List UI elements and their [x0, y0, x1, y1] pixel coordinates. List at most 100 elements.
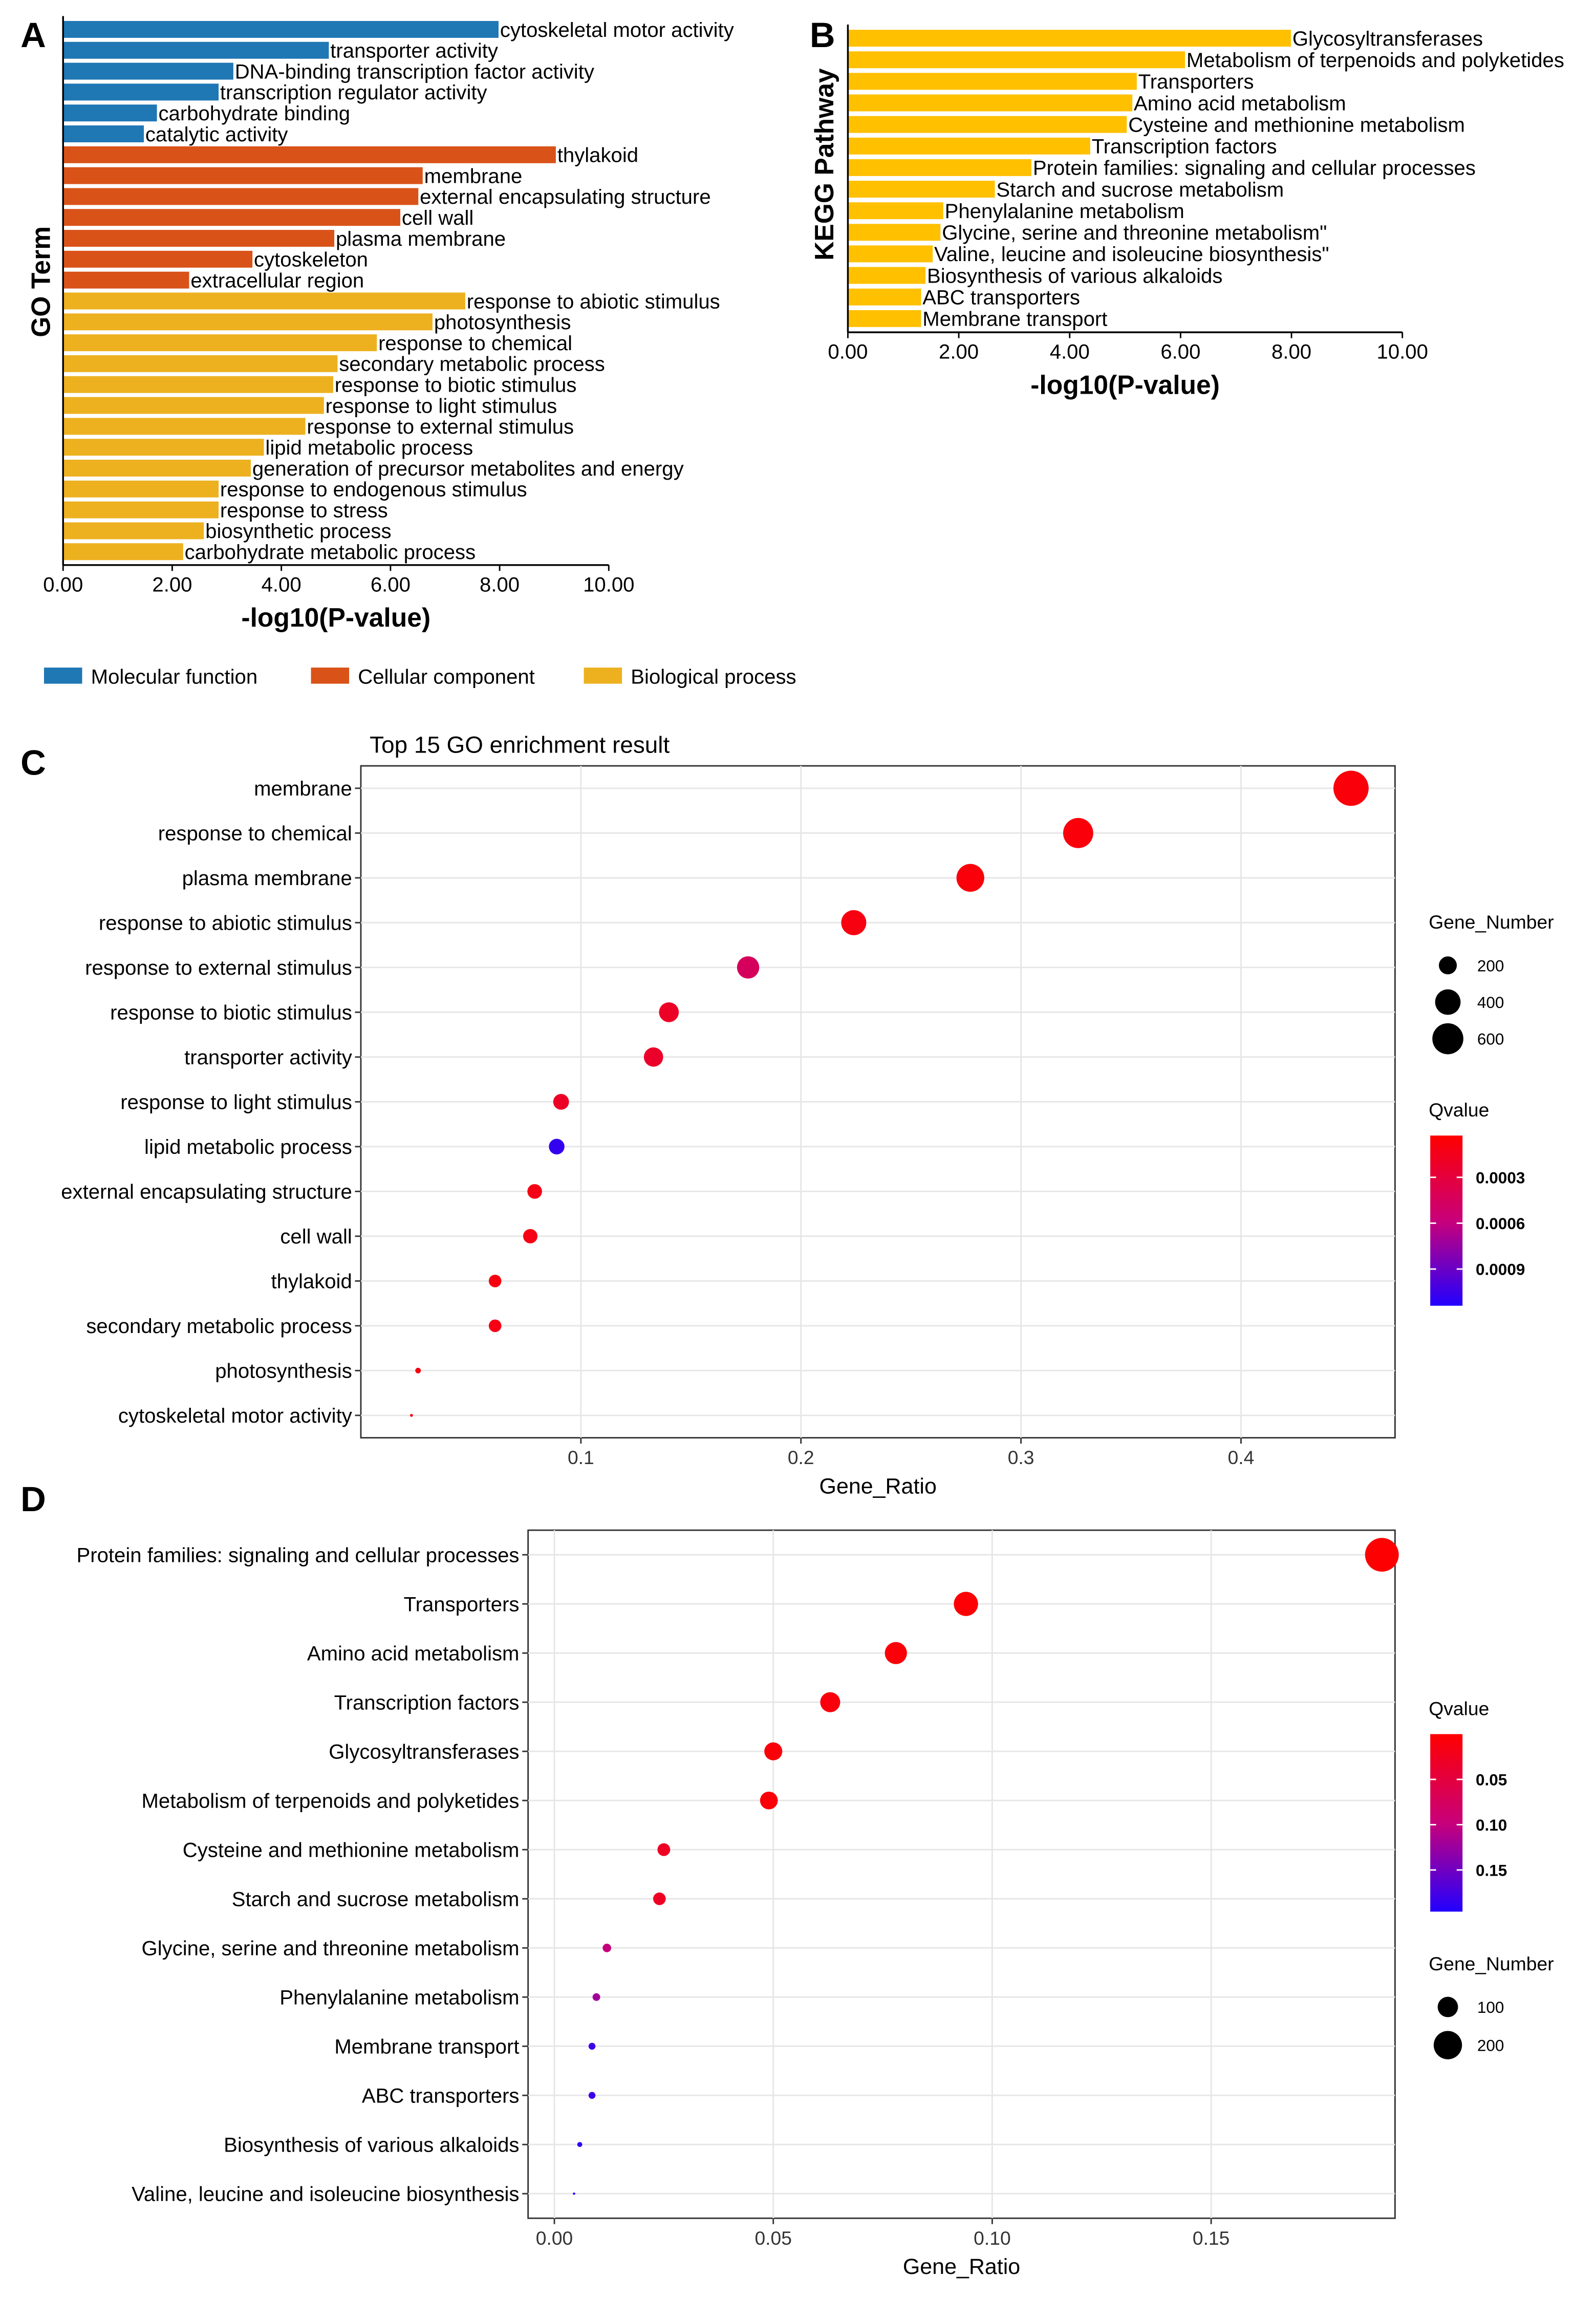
bar: [63, 250, 253, 268]
chart-title: Top 15 GO enrichment result: [370, 731, 670, 758]
bar-label: transcription regulator activity: [220, 81, 487, 104]
bar-label: thylakoid: [557, 144, 638, 167]
y-tick-label: photosynthesis: [215, 1360, 352, 1383]
y-tick-label: Cysteine and methionine metabolism: [183, 1839, 520, 1862]
x-tick-label: 0.15: [1193, 2227, 1230, 2249]
plot-panel: [527, 1529, 1396, 2219]
size-legend-title: Gene_Number: [1429, 911, 1554, 933]
color-legend-label: 0.10: [1476, 1816, 1507, 1834]
bubble-point: [592, 1993, 600, 2001]
legend-label: Molecular function: [91, 665, 258, 689]
bubble-point: [588, 2092, 596, 2099]
x-tick-label: 0.2: [788, 1447, 814, 1468]
legend-label: Cellular component: [358, 665, 535, 689]
bar: [848, 94, 1133, 112]
color-legend-bar: [1430, 1135, 1463, 1306]
y-tick-label: cell wall: [280, 1225, 352, 1248]
y-tick-label: Phenylalanine metabolism: [279, 1986, 519, 2009]
x-tick-label: 2.00: [152, 573, 192, 596]
x-tick-label: 0.05: [754, 2227, 792, 2249]
x-tick-label: 0.10: [974, 2227, 1011, 2249]
bar: [63, 543, 183, 561]
size-legend-label: 600: [1477, 1030, 1504, 1048]
bubble-point: [760, 1791, 778, 1810]
bar-label: Valine, leucine and isoleucine biosynthe…: [934, 243, 1329, 266]
x-tick-label: 0.1: [568, 1447, 594, 1468]
x-tick-label: 10.00: [1377, 340, 1428, 363]
bar: [63, 334, 377, 352]
bar-label: secondary metabolic process: [339, 353, 605, 376]
y-tick-label: ABC transporters: [362, 2085, 520, 2108]
bar-label: membrane: [424, 164, 523, 187]
bar-label: Glycine, serine and threonine metabolism…: [942, 221, 1327, 244]
bubble-point: [577, 2142, 583, 2147]
y-tick-label: Biosynthesis of various alkaloids: [224, 2134, 519, 2157]
bubble-point: [573, 2192, 575, 2195]
bar: [63, 83, 219, 101]
bubble-point: [764, 1742, 783, 1760]
bar: [63, 104, 157, 122]
y-tick-label: Valine, leucine and isoleucine biosynthe…: [132, 2183, 519, 2206]
size-legend-key: [1439, 956, 1457, 975]
x-axis-title: Gene_Ratio: [903, 2254, 1020, 2279]
bubble-point: [956, 864, 984, 892]
x-tick-label: 0.00: [828, 340, 868, 363]
bar: [848, 202, 943, 220]
bubble-point: [643, 1047, 663, 1067]
bar-label: Biosynthesis of various alkaloids: [927, 264, 1222, 287]
y-tick-label: cytoskeletal motor activity: [118, 1404, 352, 1427]
bar-label: Cysteine and methionine metabolism: [1128, 113, 1465, 136]
bar-label: cell wall: [402, 206, 473, 229]
bar-label: carbohydrate binding: [158, 102, 350, 125]
y-tick-label: Protein families: signaling and cellular…: [76, 1544, 519, 1567]
bar: [63, 355, 338, 372]
bar-label: plasma membrane: [336, 227, 506, 250]
bar: [63, 167, 423, 184]
panel-label-a: A: [20, 15, 46, 55]
bubble-point: [1333, 770, 1369, 806]
y-tick-label: Glycosyltransferases: [329, 1741, 519, 1764]
bar: [63, 459, 251, 477]
bubble-point: [954, 1592, 978, 1616]
bar-label: response to external stimulus: [307, 415, 574, 438]
y-tick-label: Transcription factors: [334, 1691, 520, 1714]
bar-label: photosynthesis: [434, 311, 571, 334]
x-tick-label: 4.00: [1050, 340, 1090, 363]
bar: [848, 181, 995, 198]
bar-label: cytoskeletal motor activity: [500, 18, 734, 41]
x-tick-label: 0.00: [43, 573, 83, 596]
bar: [848, 267, 926, 284]
bar: [63, 397, 324, 414]
bar-label: response to chemical: [378, 332, 572, 355]
bar-label: Protein families: signaling and cellular…: [1033, 157, 1476, 180]
bar-label: response to stress: [220, 499, 388, 522]
x-axis-title: Gene_Ratio: [819, 1474, 937, 1499]
bar: [63, 418, 306, 435]
bar-label: generation of precursor metabolites and …: [252, 457, 684, 480]
bar: [848, 310, 921, 327]
bar-label: response to light stimulus: [326, 394, 557, 417]
x-tick-label: 10.00: [583, 573, 634, 596]
panel-c-go-bubble-chart: membrane response to chemical plasma membr…: [61, 731, 1554, 1498]
color-legend-label: 0.0009: [1476, 1260, 1525, 1278]
panel-d-kegg-bubble-chart: Protein families: signaling and cellular…: [76, 1529, 1554, 2279]
bubble-point: [602, 1943, 612, 1952]
bubble-point: [659, 1002, 679, 1022]
y-tick-label: plasma membrane: [182, 867, 352, 890]
bar: [63, 125, 144, 142]
bar-label: DNA-binding transcription factor activit…: [235, 60, 594, 83]
legend-swatch: [584, 668, 622, 684]
bubble-point: [657, 1843, 671, 1856]
y-tick-label: lipid metabolic process: [144, 1135, 352, 1158]
color-legend-label: 0.0006: [1476, 1214, 1525, 1233]
y-axis-title: GO Term: [26, 226, 55, 337]
color-legend-bar: [1430, 1734, 1463, 1912]
bar: [63, 480, 219, 498]
bar-label: response to abiotic stimulus: [467, 290, 720, 313]
bubble-point: [523, 1229, 538, 1243]
bar: [848, 30, 1291, 47]
bar: [63, 501, 219, 519]
bar-label: biosynthetic process: [205, 520, 391, 543]
